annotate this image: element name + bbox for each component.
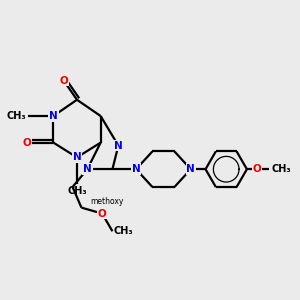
Text: methoxy: methoxy — [90, 197, 123, 206]
Text: O: O — [98, 208, 106, 218]
Text: CH₃: CH₃ — [114, 226, 134, 236]
Text: CH₃: CH₃ — [67, 186, 87, 196]
Text: O: O — [253, 164, 262, 174]
Text: N: N — [49, 111, 58, 121]
Text: O: O — [22, 138, 31, 148]
Text: O: O — [59, 76, 68, 85]
Text: N: N — [132, 164, 140, 174]
Text: N: N — [73, 152, 81, 162]
Text: N: N — [186, 164, 195, 174]
Text: N: N — [83, 164, 92, 174]
Text: CH₃: CH₃ — [272, 164, 291, 174]
Text: CH₃: CH₃ — [6, 111, 26, 121]
Text: N: N — [114, 141, 123, 151]
